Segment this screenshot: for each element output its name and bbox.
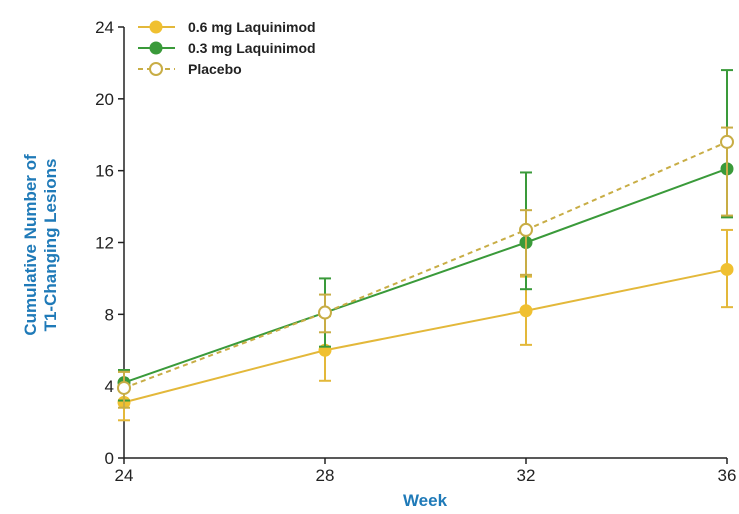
x-tick-label: 28 — [316, 466, 335, 485]
data-point — [117, 380, 131, 395]
y-tick-label: 24 — [95, 18, 114, 37]
series-2 — [117, 126, 734, 409]
y-tick-label: 16 — [95, 162, 114, 181]
series-layer — [117, 69, 734, 422]
y-axis-title-line-2: T1-Changing Lesions — [41, 159, 60, 332]
legend-item: 0.6 mg Laquinimod — [138, 19, 316, 35]
series-line — [123, 268, 728, 404]
series-line — [123, 141, 728, 389]
legend-label: 0.6 mg Laquinimod — [188, 19, 316, 35]
y-tick-label: 0 — [105, 449, 114, 468]
y-axis-ticks: 0 4 8 12 16 20 24 — [95, 18, 124, 468]
legend-marker — [149, 41, 163, 55]
data-point — [720, 134, 734, 149]
y-tick-label: 20 — [95, 90, 114, 109]
y-tick-label: 8 — [105, 305, 114, 324]
legend-item: Placebo — [138, 61, 242, 77]
legend-marker — [149, 20, 163, 34]
legend-label: 0.3 mg Laquinimod — [188, 40, 316, 56]
x-tick-label: 32 — [517, 466, 536, 485]
y-tick-label: 4 — [105, 377, 114, 396]
x-tick-label: 36 — [718, 466, 737, 485]
y-axis-title: Cumulative Number of T1-Changing Lesions — [21, 154, 60, 336]
series-1 — [117, 69, 734, 402]
data-point — [519, 304, 533, 318]
legend-item: 0.3 mg Laquinimod — [138, 40, 316, 56]
legend: 0.6 mg Laquinimod 0.3 mg Laquinimod Placeb… — [138, 19, 316, 77]
legend-label: Placebo — [188, 61, 242, 77]
x-tick-label: 24 — [115, 466, 134, 485]
series-0 — [117, 228, 734, 422]
data-point — [519, 222, 533, 237]
y-axis-title-line-1: Cumulative Number of — [21, 154, 40, 336]
x-axis-ticks: 24 28 32 36 — [115, 458, 737, 485]
series-line — [123, 167, 728, 384]
legend-marker — [149, 62, 163, 76]
data-point — [318, 305, 332, 320]
data-point — [720, 262, 734, 276]
y-tick-label: 12 — [95, 234, 114, 253]
chart-axes — [123, 27, 727, 459]
x-axis-title: Week — [403, 491, 448, 510]
